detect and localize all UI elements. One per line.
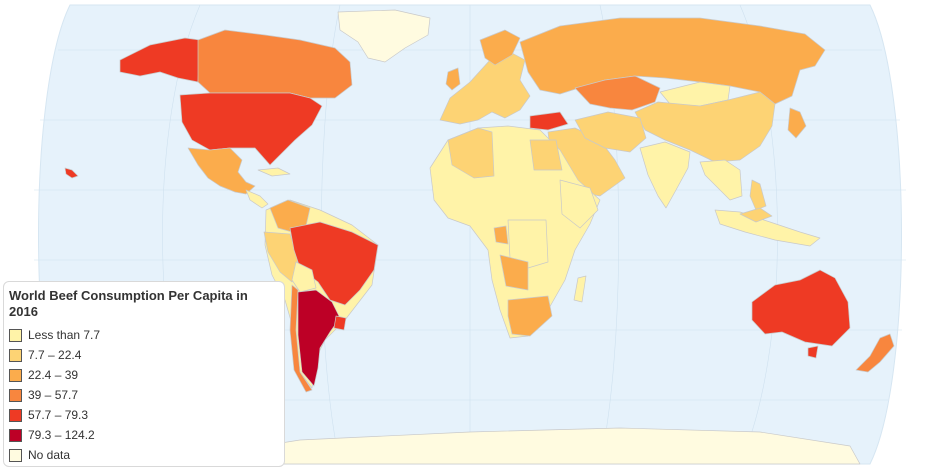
region-turkey[interactable] [529, 111, 569, 131]
legend-item[interactable]: 7.7 – 22.4 [9, 345, 278, 365]
region-japan[interactable] [787, 107, 807, 139]
legend-item[interactable]: Less than 7.7 [9, 325, 278, 345]
region-alaska[interactable] [119, 37, 201, 83]
legend-swatch [9, 428, 22, 442]
region-india[interactable] [639, 141, 691, 209]
legend-label: 79.3 – 124.2 [28, 428, 95, 442]
region-egypt[interactable] [529, 139, 563, 171]
legend-items: Less than 7.7 7.7 – 22.4 22.4 – 39 39 – 57.… [9, 325, 278, 465]
legend-label: Less than 7.7 [28, 328, 101, 342]
region-uk[interactable] [445, 67, 461, 91]
region-new-zealand[interactable] [855, 333, 895, 373]
region-scandinavia[interactable] [479, 29, 521, 66]
region-peru[interactable] [263, 231, 299, 283]
region-europe[interactable] [439, 51, 531, 125]
legend-label: 39 – 57.7 [28, 388, 79, 402]
legend-item[interactable]: 57.7 – 79.3 [9, 405, 278, 425]
region-hawaii[interactable] [64, 167, 79, 179]
greenland[interactable] [337, 9, 431, 63]
region-malaysia[interactable] [739, 207, 773, 223]
region-central-america[interactable] [245, 189, 269, 209]
region-united-states[interactable] [179, 92, 323, 166]
legend-item[interactable]: 22.4 – 39 [9, 365, 278, 385]
region-east-africa[interactable] [559, 179, 599, 229]
region-kazakhstan[interactable] [574, 75, 661, 111]
region-bolivia[interactable] [291, 261, 317, 293]
legend-title: World Beef Consumption Per Capita in 201… [9, 288, 248, 319]
region-iran[interactable] [574, 111, 647, 153]
region-madagascar[interactable] [573, 275, 587, 303]
region-algeria[interactable] [447, 127, 495, 179]
region-uruguay[interactable] [333, 315, 347, 331]
legend-swatch [9, 328, 22, 342]
legend-swatch [9, 368, 22, 382]
region-southeast-asia[interactable] [699, 159, 743, 201]
region-antarctica[interactable] [149, 427, 861, 465]
legend-item[interactable]: No data [9, 445, 278, 465]
region-drc[interactable] [507, 219, 549, 269]
region-argentina[interactable] [297, 289, 341, 387]
region-philippines[interactable] [749, 179, 767, 211]
legend-swatch [9, 388, 22, 402]
region-mexico[interactable] [187, 147, 256, 195]
region-tasmania[interactable] [807, 345, 819, 359]
map-legend: World Beef Consumption Per Capita in 201… [3, 281, 285, 467]
legend-item[interactable]: 79.3 – 124.2 [9, 425, 278, 445]
region-angola[interactable] [499, 254, 529, 291]
legend-swatch [9, 448, 22, 462]
region-south-africa[interactable] [507, 295, 553, 337]
legend-label: 22.4 – 39 [28, 368, 79, 382]
region-chile[interactable] [289, 284, 313, 393]
legend-label: No data [28, 448, 71, 462]
legend-item[interactable]: 39 – 57.7 [9, 385, 278, 405]
region-cuba[interactable] [257, 167, 291, 177]
legend-label: 57.7 – 79.3 [28, 408, 89, 422]
region-gabon[interactable] [493, 225, 509, 245]
region-australia[interactable] [751, 269, 851, 347]
legend-swatch [9, 348, 22, 362]
legend-label: 7.7 – 22.4 [28, 348, 82, 362]
region-china[interactable] [634, 91, 776, 163]
legend-swatch [9, 408, 22, 422]
